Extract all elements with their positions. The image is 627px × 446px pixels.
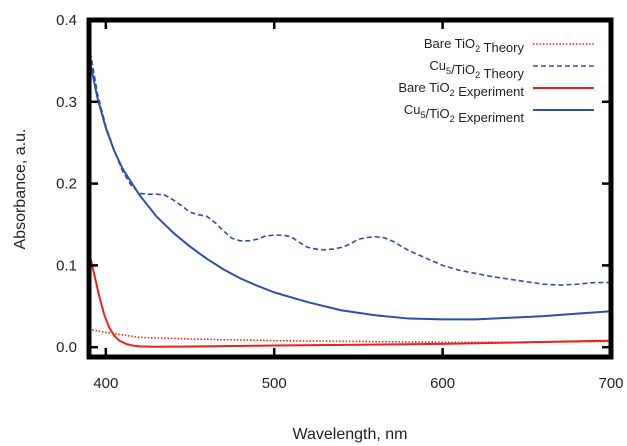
x-tick-label: 600 — [430, 375, 455, 392]
legend-label-bare-tio2-theory: Bare TiO2 Theory — [424, 36, 525, 55]
series-line-cu5-tio2-experiment — [89, 56, 611, 321]
x-tick-label: 500 — [262, 375, 287, 392]
y-axis-title: Absorbance, a.u. — [12, 129, 29, 250]
x-tick-label: 400 — [93, 375, 118, 392]
series-layer — [89, 44, 611, 348]
x-tick-label: 700 — [598, 375, 623, 392]
legend-label-bare-tio2-experiment: Bare TiO2 Experiment — [398, 80, 524, 99]
y-tick-label: 0.4 — [56, 12, 77, 29]
y-tick-label: 0.3 — [56, 94, 77, 111]
plot-frame — [86, 17, 614, 360]
legend-label-cu5-tio2-theory: Cu5/TiO2 Theory — [429, 58, 524, 81]
y-tick-label: 0.0 — [56, 339, 77, 356]
legend-label-cu5-tio2-experiment: Cu5/TiO2 Experiment — [404, 102, 524, 125]
series-line-cu5-tio2-theory — [89, 44, 611, 286]
y-tick-label: 0.2 — [56, 176, 77, 193]
y-tick-label: 0.1 — [56, 257, 77, 274]
axis-ticks: 400 500 600 700 0.0 0.1 0.2 0.3 0.4 — [56, 12, 623, 392]
series-line-bare-tio2-theory — [89, 328, 611, 344]
series-line-bare-tio2-experiment — [89, 251, 611, 348]
x-axis-title: Wavelength, nm — [292, 426, 407, 443]
